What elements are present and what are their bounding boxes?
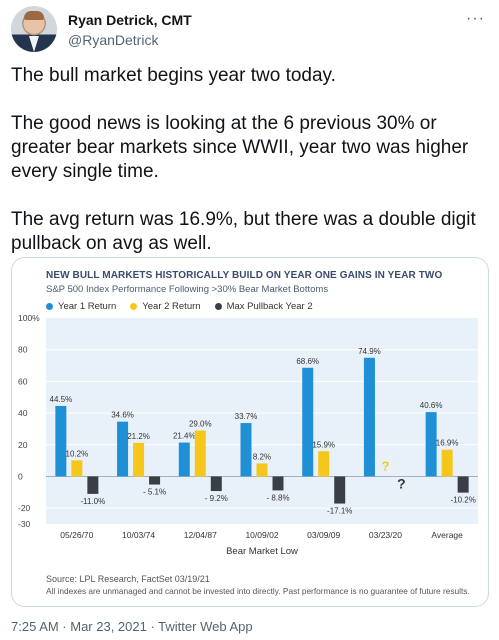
data-label: - 5.1%: [143, 488, 166, 497]
bar: [178, 442, 190, 477]
x-tick-label: 10/09/02: [245, 530, 278, 540]
more-dots-icon[interactable]: ···: [466, 10, 485, 27]
tweet-timestamp[interactable]: 7:25 AM · Mar 23, 2021 · Twitter Web App: [11, 619, 253, 634]
x-tick-label: 12/04/87: [184, 530, 217, 540]
x-tick-label: 03/23/20: [369, 530, 402, 540]
bar: [87, 476, 99, 494]
chart-subtitle: S&P 500 Index Performance Following >30%…: [46, 284, 329, 295]
data-label: 21.2%: [127, 432, 150, 441]
bar: [441, 449, 453, 477]
bar: [363, 357, 375, 477]
x-tick-label: 03/09/09: [307, 530, 340, 540]
data-label: 74.9%: [358, 347, 381, 356]
x-axis-label: Bear Market Low: [226, 546, 298, 557]
bar: [302, 367, 314, 477]
data-label: 15.9%: [312, 440, 335, 449]
bar: [334, 476, 346, 504]
data-label: -10.2%: [450, 496, 475, 505]
bar: [117, 421, 129, 477]
bar: [457, 476, 469, 493]
plot-area: [46, 318, 478, 524]
bar: [272, 476, 284, 491]
bar: [240, 423, 252, 477]
y-tick-label: -30: [18, 519, 31, 529]
bar: [425, 412, 437, 477]
data-label: - 9.2%: [205, 494, 228, 503]
legend-swatch: [46, 302, 53, 310]
data-label: 21.4%: [173, 432, 196, 441]
chart-legend: Year 1 Return Year 2 Return Max Pullback…: [46, 299, 313, 313]
data-label: 44.5%: [50, 395, 73, 404]
tweet-paragraph: The avg return was 16.9%, but there was …: [11, 209, 476, 254]
y-tick-label: -20: [18, 503, 31, 513]
chart-title: NEW BULL MARKETS HISTORICALLY BUILD ON Y…: [46, 270, 443, 281]
y-tick-label: 40: [18, 408, 28, 418]
data-label: 40.6%: [420, 401, 443, 410]
legend-swatch: [214, 302, 222, 310]
legend-label: Year 1 Return: [58, 300, 117, 312]
x-tick-label: 05/26/70: [60, 530, 93, 540]
bar: [210, 476, 222, 492]
data-label: 34.6%: [111, 411, 134, 420]
author-handle[interactable]: @RyanDetrick: [68, 32, 159, 48]
legend-label: Max Pullback Year 2: [226, 300, 313, 312]
y-tick-label: 100%: [18, 314, 40, 323]
legend-label: Year 2 Return: [142, 300, 201, 312]
bar: [133, 442, 145, 477]
x-tick-label: Average: [431, 530, 463, 540]
tweet-text: The bull market begins year two today. T…: [11, 64, 487, 256]
avatar[interactable]: [11, 6, 57, 52]
data-label: 29.0%: [189, 420, 212, 429]
legend-item-year1: Year 1 Return: [46, 299, 116, 313]
data-label: 33.7%: [235, 412, 258, 421]
data-label: ?: [381, 458, 389, 473]
bar: [194, 430, 206, 477]
tweet-paragraph: The bull market begins year two today.: [11, 65, 336, 86]
data-label: 8.2%: [253, 452, 271, 461]
data-label: - 8.8%: [266, 493, 289, 502]
bar: [318, 451, 330, 477]
tweet-header: Ryan Detrick, CMT @RyanDetrick ···: [11, 6, 489, 52]
data-label: -11.0%: [80, 497, 105, 506]
data-label: 16.9%: [436, 439, 459, 448]
bar: [71, 460, 83, 477]
data-label: -17.1%: [327, 507, 352, 516]
bar: [256, 463, 268, 477]
tweet-image[interactable]: NEW BULL MARKETS HISTORICALLY BUILD ON Y…: [11, 257, 489, 607]
legend-swatch: [130, 302, 138, 310]
data-label: 68.6%: [296, 357, 319, 366]
y-tick-label: 60: [18, 376, 28, 386]
bar: [55, 405, 67, 477]
data-label: ?: [397, 475, 406, 491]
chart-disclaimer: All indexes are unmanaged and cannot be …: [46, 586, 470, 596]
legend-item-pullback: Max Pullback Year 2: [214, 299, 313, 313]
y-tick-label: 20: [18, 440, 28, 450]
author-name[interactable]: Ryan Detrick, CMT: [68, 12, 192, 28]
y-tick-label: 80: [18, 345, 28, 355]
data-label: 10.2%: [66, 449, 89, 458]
x-tick-label: 10/03/74: [122, 530, 155, 540]
y-tick-label: 0: [18, 471, 23, 481]
tweet-paragraph: The good news is looking at the 6 previo…: [11, 113, 469, 182]
bar-chart: 100% 80 60 40 20 0 -20 -30 44.5% 10.2% -11.0% 05/26…: [18, 314, 478, 557]
bar: [149, 476, 161, 485]
chart-source: Source: LPL Research, FactSet 03/19/21: [46, 574, 210, 584]
legend-item-year2: Year 2 Return: [130, 299, 201, 313]
